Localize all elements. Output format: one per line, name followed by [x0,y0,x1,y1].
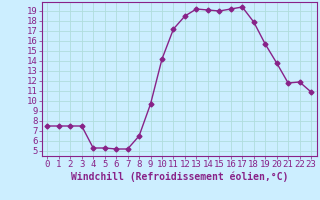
X-axis label: Windchill (Refroidissement éolien,°C): Windchill (Refroidissement éolien,°C) [70,172,288,182]
